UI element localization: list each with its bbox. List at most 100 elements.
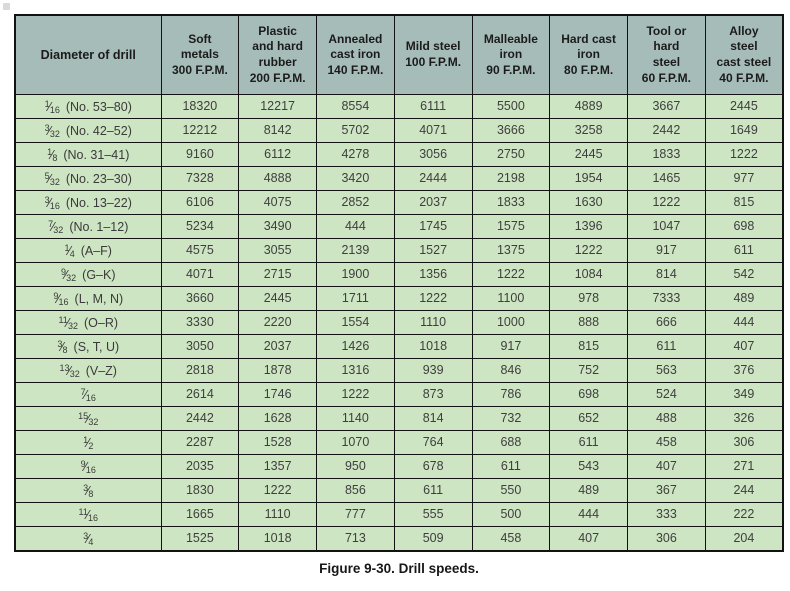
diameter-cell: 7⁄32 (No. 1–12) — [14, 214, 162, 239]
table-row: 3⁄8 (S, T, U) 3050 2037 1426 1018 917 815 611 407 — [14, 334, 784, 359]
speed-value-cell: 2445 — [704, 94, 784, 119]
table-row: 11⁄32 (O–R) 3330 2220 1554 1110 1000 888 666 444 — [14, 310, 784, 335]
diameter-cell: 11⁄16 — [14, 502, 162, 527]
speed-value-cell: 678 — [393, 454, 473, 479]
table-row: 9⁄32 (G–K) 4071 2715 1900 1356 1222 1084 814 542 — [14, 262, 784, 287]
speed-value-cell: 2852 — [316, 190, 395, 215]
speed-value-cell: 3258 — [549, 118, 628, 143]
column-header-diameter: Diameter of drill — [14, 14, 162, 95]
speed-value-cell: 1630 — [549, 190, 628, 215]
column-header: Soft metals 300 F.P.M. — [160, 14, 240, 95]
speed-value-cell: 652 — [549, 406, 628, 431]
speed-value-cell: 204 — [704, 526, 784, 552]
speed-value-cell: 3420 — [316, 166, 395, 191]
speed-value-cell: 18320 — [160, 94, 240, 119]
speed-value-cell: 856 — [316, 478, 395, 503]
speed-value-cell: 509 — [393, 526, 473, 552]
speed-value-cell: 2445 — [549, 142, 628, 167]
speed-value-cell: 1222 — [549, 238, 628, 263]
speed-value-cell: 1222 — [316, 382, 395, 407]
diameter-cell: 9⁄16 — [14, 454, 162, 479]
speed-value-cell: 815 — [549, 334, 628, 359]
diameter-cell: 13⁄32 (V–Z) — [14, 358, 162, 383]
speed-value-cell: 550 — [471, 478, 551, 503]
speed-value-cell: 917 — [471, 334, 551, 359]
speed-value-cell: 752 — [549, 358, 628, 383]
speed-value-cell: 2035 — [160, 454, 240, 479]
drill-speeds-table: Diameter of drill Soft metals 300 F.P.M. P… — [14, 14, 784, 552]
speed-value-cell: 2750 — [471, 142, 551, 167]
speed-value-cell: 543 — [549, 454, 628, 479]
scan-artifact — [3, 3, 10, 10]
diameter-cell: 3⁄4 — [14, 526, 162, 552]
speed-value-cell: 2220 — [238, 310, 317, 335]
fraction: 7⁄32 — [48, 218, 64, 235]
diameter-range: (No. 53–80) — [65, 99, 132, 114]
speed-value-cell: 2198 — [471, 166, 551, 191]
speed-value-cell: 5500 — [471, 94, 551, 119]
speed-value-cell: 1222 — [704, 142, 784, 167]
speed-value-cell: 7333 — [627, 286, 706, 311]
speed-value-cell: 489 — [704, 286, 784, 311]
speed-value-cell: 333 — [627, 502, 706, 527]
diameter-cell: 15⁄32 — [14, 406, 162, 431]
speed-value-cell: 1900 — [316, 262, 395, 287]
speed-value-cell: 5234 — [160, 214, 240, 239]
speed-value-cell: 1070 — [316, 430, 395, 455]
speed-value-cell: 4888 — [238, 166, 317, 191]
speed-value-cell: 1665 — [160, 502, 240, 527]
speed-value-cell: 611 — [704, 238, 784, 263]
speed-value-cell: 306 — [627, 526, 706, 552]
speed-value-cell: 563 — [627, 358, 706, 383]
speed-value-cell: 5702 — [316, 118, 395, 143]
table-row: 1⁄4 (A–F) 4575 3055 2139 1527 1375 1222 917 611 — [14, 238, 784, 263]
speed-value-cell: 777 — [316, 502, 395, 527]
diameter-range: (L, M, N) — [74, 291, 124, 306]
fraction: 13⁄32 — [59, 362, 80, 379]
speed-value-cell: 3055 — [238, 238, 317, 263]
speed-value-cell: 444 — [549, 502, 628, 527]
column-header: Hard cast iron 80 F.P.M. — [549, 14, 628, 95]
fraction: 3⁄16 — [44, 194, 60, 211]
speed-value-cell: 4575 — [160, 238, 240, 263]
speed-value-cell: 12217 — [238, 94, 317, 119]
speed-value-cell: 2715 — [238, 262, 317, 287]
speed-value-cell: 1527 — [393, 238, 473, 263]
speed-value-cell: 542 — [704, 262, 784, 287]
diameter-cell: 1⁄8 (No. 31–41) — [14, 142, 162, 167]
speed-value-cell: 407 — [549, 526, 628, 552]
speed-value-cell: 271 — [704, 454, 784, 479]
speed-value-cell: 524 — [627, 382, 706, 407]
speed-value-cell: 1000 — [471, 310, 551, 335]
diameter-range: (G–K) — [82, 267, 116, 282]
speed-value-cell: 1222 — [393, 286, 473, 311]
fraction: 3⁄8 — [83, 482, 94, 499]
table-row: 5⁄32 (No. 23–30) 7328 4888 3420 2444 2198 1954 1… — [14, 166, 784, 191]
speed-value-cell: 1833 — [627, 142, 706, 167]
speed-value-cell: 1100 — [471, 286, 551, 311]
speed-value-cell: 376 — [704, 358, 784, 383]
speed-value-cell: 1954 — [549, 166, 628, 191]
speed-value-cell: 611 — [549, 430, 628, 455]
fraction: 9⁄32 — [60, 266, 77, 283]
speed-value-cell: 1525 — [160, 526, 240, 552]
speed-value-cell: 2037 — [238, 334, 317, 359]
speed-value-cell: 611 — [471, 454, 551, 479]
table-row: 9⁄16 2035 1357 950 678 611 543 407 271 — [14, 454, 784, 479]
speed-value-cell: 444 — [316, 214, 395, 239]
fraction: 3⁄32 — [44, 122, 60, 139]
table-row: 11⁄16 1665 1110 777 555 500 444 333 222 — [14, 502, 784, 527]
table-row: 3⁄4 1525 1018 713 509 458 407 306 204 — [14, 526, 784, 552]
speed-value-cell: 3490 — [238, 214, 317, 239]
fraction: 1⁄2 — [83, 434, 94, 451]
speed-value-cell: 3660 — [160, 286, 240, 311]
speed-value-cell: 732 — [471, 406, 551, 431]
table-header: Diameter of drill Soft metals 300 F.P.M. P… — [14, 14, 784, 95]
speed-value-cell: 814 — [627, 262, 706, 287]
speed-value-cell: 407 — [627, 454, 706, 479]
speed-value-cell: 1222 — [627, 190, 706, 215]
speed-value-cell: 1047 — [627, 214, 706, 239]
speed-value-cell: 9160 — [160, 142, 240, 167]
speed-value-cell: 2287 — [160, 430, 240, 455]
figure-caption: Figure 9-30. Drill speeds. — [319, 561, 479, 576]
